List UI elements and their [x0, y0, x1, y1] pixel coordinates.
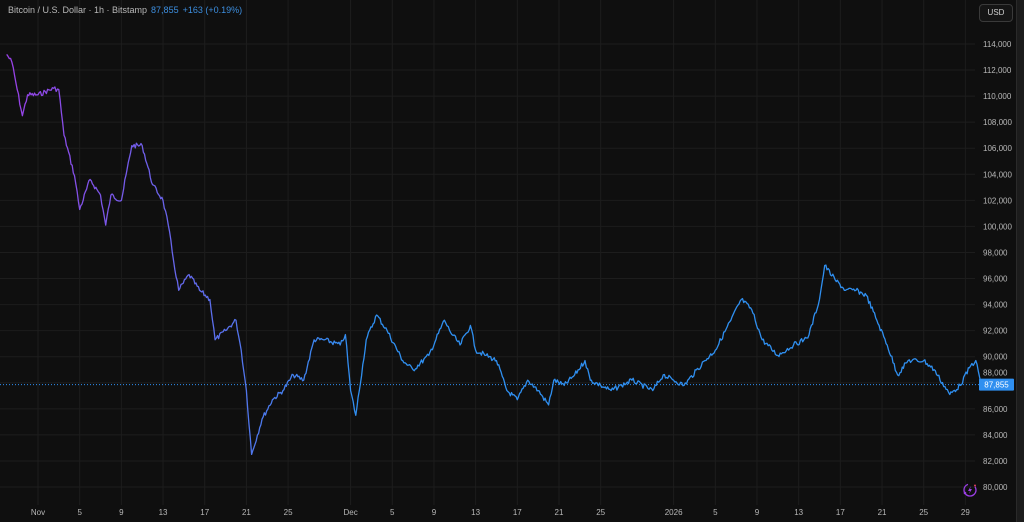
y-tick-label: 100,000	[983, 222, 1012, 231]
x-tick-label: 21	[878, 508, 887, 517]
price-change: +163 (+0.19%)	[182, 5, 243, 15]
last-price: 87,855	[151, 5, 179, 15]
x-tick-label: 17	[836, 508, 845, 517]
y-tick-label: 112,000	[983, 66, 1012, 75]
y-tick-label: 96,000	[983, 275, 1008, 284]
x-tick-label: 9	[755, 508, 760, 517]
y-tick-label: 84,000	[983, 431, 1008, 440]
replay-lightning-icon[interactable]	[963, 483, 977, 497]
x-tick-label: 13	[471, 508, 480, 517]
y-tick-label: 82,000	[983, 457, 1008, 466]
x-tick-label: 2026	[665, 508, 683, 517]
y-tick-label: 102,000	[983, 196, 1012, 205]
x-tick-label: 5	[390, 508, 395, 517]
symbol-title[interactable]: Bitcoin / U.S. Dollar · 1h · Bitstamp	[8, 5, 148, 15]
x-tick-label: 25	[919, 508, 928, 517]
x-tick-label: 21	[555, 508, 564, 517]
y-tick-label: 104,000	[983, 170, 1012, 179]
x-tick-label: 21	[242, 508, 251, 517]
x-axis[interactable]: Nov 5 9 13 17 21 25 Dec 5 9 13 17 21 25 2026 5 9 13 17 21 25…	[31, 508, 970, 517]
last-price-text: 87,855	[984, 381, 1009, 390]
x-tick-label: 5	[77, 508, 82, 517]
last-price-label: 87,855	[979, 378, 1014, 391]
y-tick-label: 80,000	[983, 483, 1008, 492]
price-series-line	[6, 54, 982, 456]
x-tick-label: 9	[432, 508, 437, 517]
x-tick-label: 5	[713, 508, 718, 517]
x-tick-label: Nov	[31, 508, 45, 517]
y-tick-label: 110,000	[983, 92, 1012, 101]
y-tick-label: 92,000	[983, 327, 1008, 336]
x-tick-label: 17	[513, 508, 522, 517]
x-tick-label: 25	[284, 508, 293, 517]
y-tick-label: 88,000	[983, 369, 1008, 378]
x-tick-label: 17	[200, 508, 209, 517]
x-tick-label: Dec	[343, 508, 357, 517]
x-tick-label: 29	[961, 508, 970, 517]
y-axis[interactable]: 80,000 82,000 84,000 86,000 88,000 90,000 92,0…	[983, 40, 1012, 492]
x-tick-label: 9	[119, 508, 124, 517]
y-tick-label: 94,000	[983, 301, 1008, 310]
grid	[0, 0, 975, 505]
y-tick-label: 86,000	[983, 405, 1008, 414]
right-panel-border	[1016, 0, 1024, 522]
y-tick-label: 114,000	[983, 40, 1012, 49]
x-tick-label: 25	[596, 508, 605, 517]
currency-button[interactable]: USD	[979, 4, 1013, 22]
x-tick-label: 13	[159, 508, 168, 517]
chart-legend: Bitcoin / U.S. Dollar · 1h · Bitstamp 87,…	[8, 5, 242, 15]
y-tick-label: 98,000	[983, 248, 1008, 257]
y-tick-label: 90,000	[983, 353, 1008, 362]
y-tick-label: 106,000	[983, 144, 1012, 153]
y-tick-label: 108,000	[983, 118, 1012, 127]
x-tick-label: 13	[794, 508, 803, 517]
